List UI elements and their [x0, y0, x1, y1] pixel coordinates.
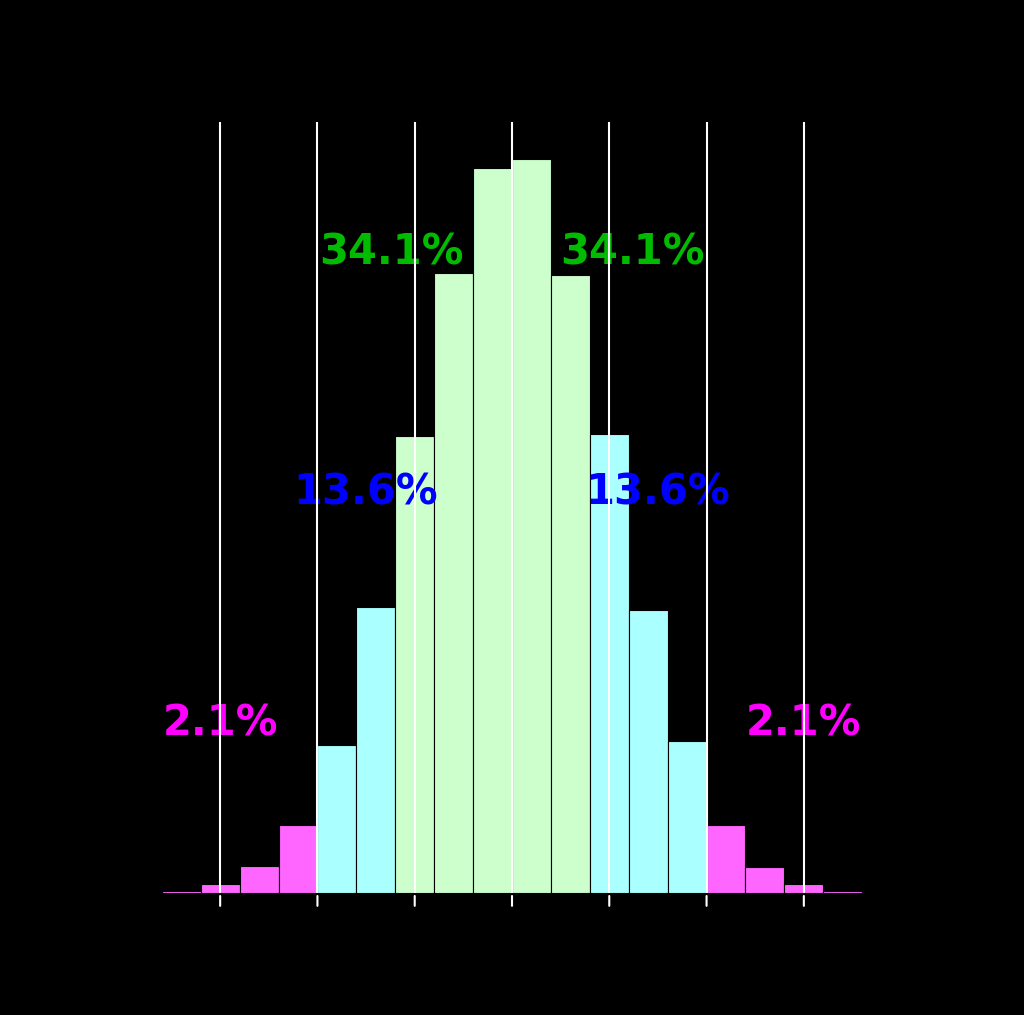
Bar: [590, 434, 629, 893]
Text: 13.6%: 13.6%: [586, 471, 730, 513]
Bar: [668, 741, 707, 893]
Bar: [395, 435, 434, 893]
Bar: [707, 824, 745, 893]
Bar: [317, 745, 356, 893]
Bar: [745, 867, 784, 893]
Bar: [201, 884, 240, 893]
Text: 2.1%: 2.1%: [746, 702, 861, 744]
Bar: [473, 167, 512, 893]
Bar: [240, 867, 279, 893]
Bar: [629, 610, 668, 893]
Bar: [162, 891, 201, 893]
Bar: [434, 273, 473, 893]
Text: 2.1%: 2.1%: [163, 702, 278, 744]
Bar: [823, 891, 862, 893]
Text: 13.6%: 13.6%: [294, 471, 438, 513]
Bar: [784, 884, 823, 893]
Bar: [551, 275, 590, 893]
Text: 34.1%: 34.1%: [318, 232, 463, 274]
Bar: [356, 607, 395, 893]
Bar: [512, 158, 551, 893]
Text: 34.1%: 34.1%: [561, 232, 706, 274]
Bar: [279, 825, 317, 893]
